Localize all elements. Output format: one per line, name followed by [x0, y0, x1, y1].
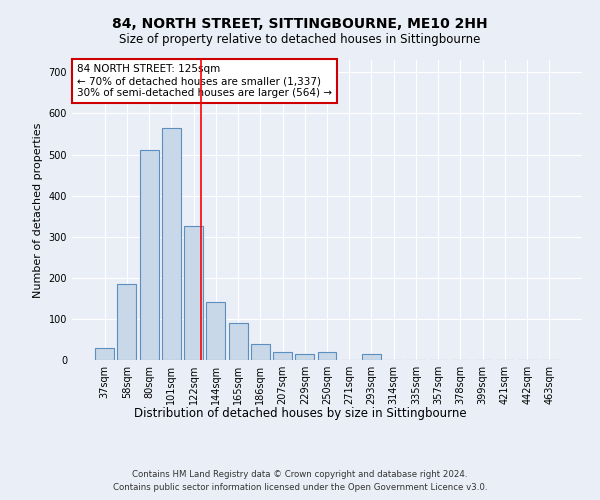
Bar [317, 352, 337, 360]
Bar [206, 302, 225, 360]
Text: 84 NORTH STREET: 125sqm
← 70% of detached houses are smaller (1,337)
30% of semi: 84 NORTH STREET: 125sqm ← 70% of detache… [77, 64, 332, 98]
Bar [140, 150, 158, 360]
Bar [184, 226, 203, 360]
Bar [95, 348, 114, 360]
Bar [273, 352, 292, 360]
Bar [118, 284, 136, 360]
Bar [251, 344, 270, 360]
Bar [162, 128, 181, 360]
Y-axis label: Number of detached properties: Number of detached properties [33, 122, 43, 298]
Text: Contains HM Land Registry data © Crown copyright and database right 2024.: Contains HM Land Registry data © Crown c… [132, 470, 468, 479]
Bar [295, 354, 314, 360]
Text: Size of property relative to detached houses in Sittingbourne: Size of property relative to detached ho… [119, 32, 481, 46]
Text: 84, NORTH STREET, SITTINGBOURNE, ME10 2HH: 84, NORTH STREET, SITTINGBOURNE, ME10 2H… [112, 18, 488, 32]
Bar [362, 354, 381, 360]
Bar [229, 323, 248, 360]
Text: Distribution of detached houses by size in Sittingbourne: Distribution of detached houses by size … [134, 408, 466, 420]
Text: Contains public sector information licensed under the Open Government Licence v3: Contains public sector information licen… [113, 482, 487, 492]
